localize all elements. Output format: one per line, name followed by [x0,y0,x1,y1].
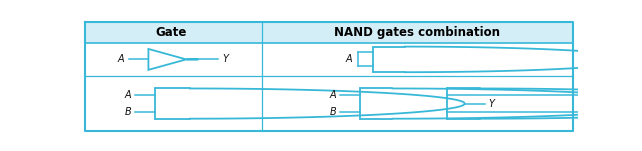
Text: B: B [329,107,336,117]
Text: B: B [125,107,131,117]
Text: A: A [125,90,131,100]
Text: Y: Y [222,54,228,64]
Text: Gate: Gate [155,26,187,39]
Text: NAND gates combination: NAND gates combination [334,26,500,39]
Text: A: A [118,54,125,64]
Text: Y: Y [489,99,494,109]
Text: A: A [345,54,352,64]
Text: A: A [329,90,336,100]
Bar [85,22,573,43]
